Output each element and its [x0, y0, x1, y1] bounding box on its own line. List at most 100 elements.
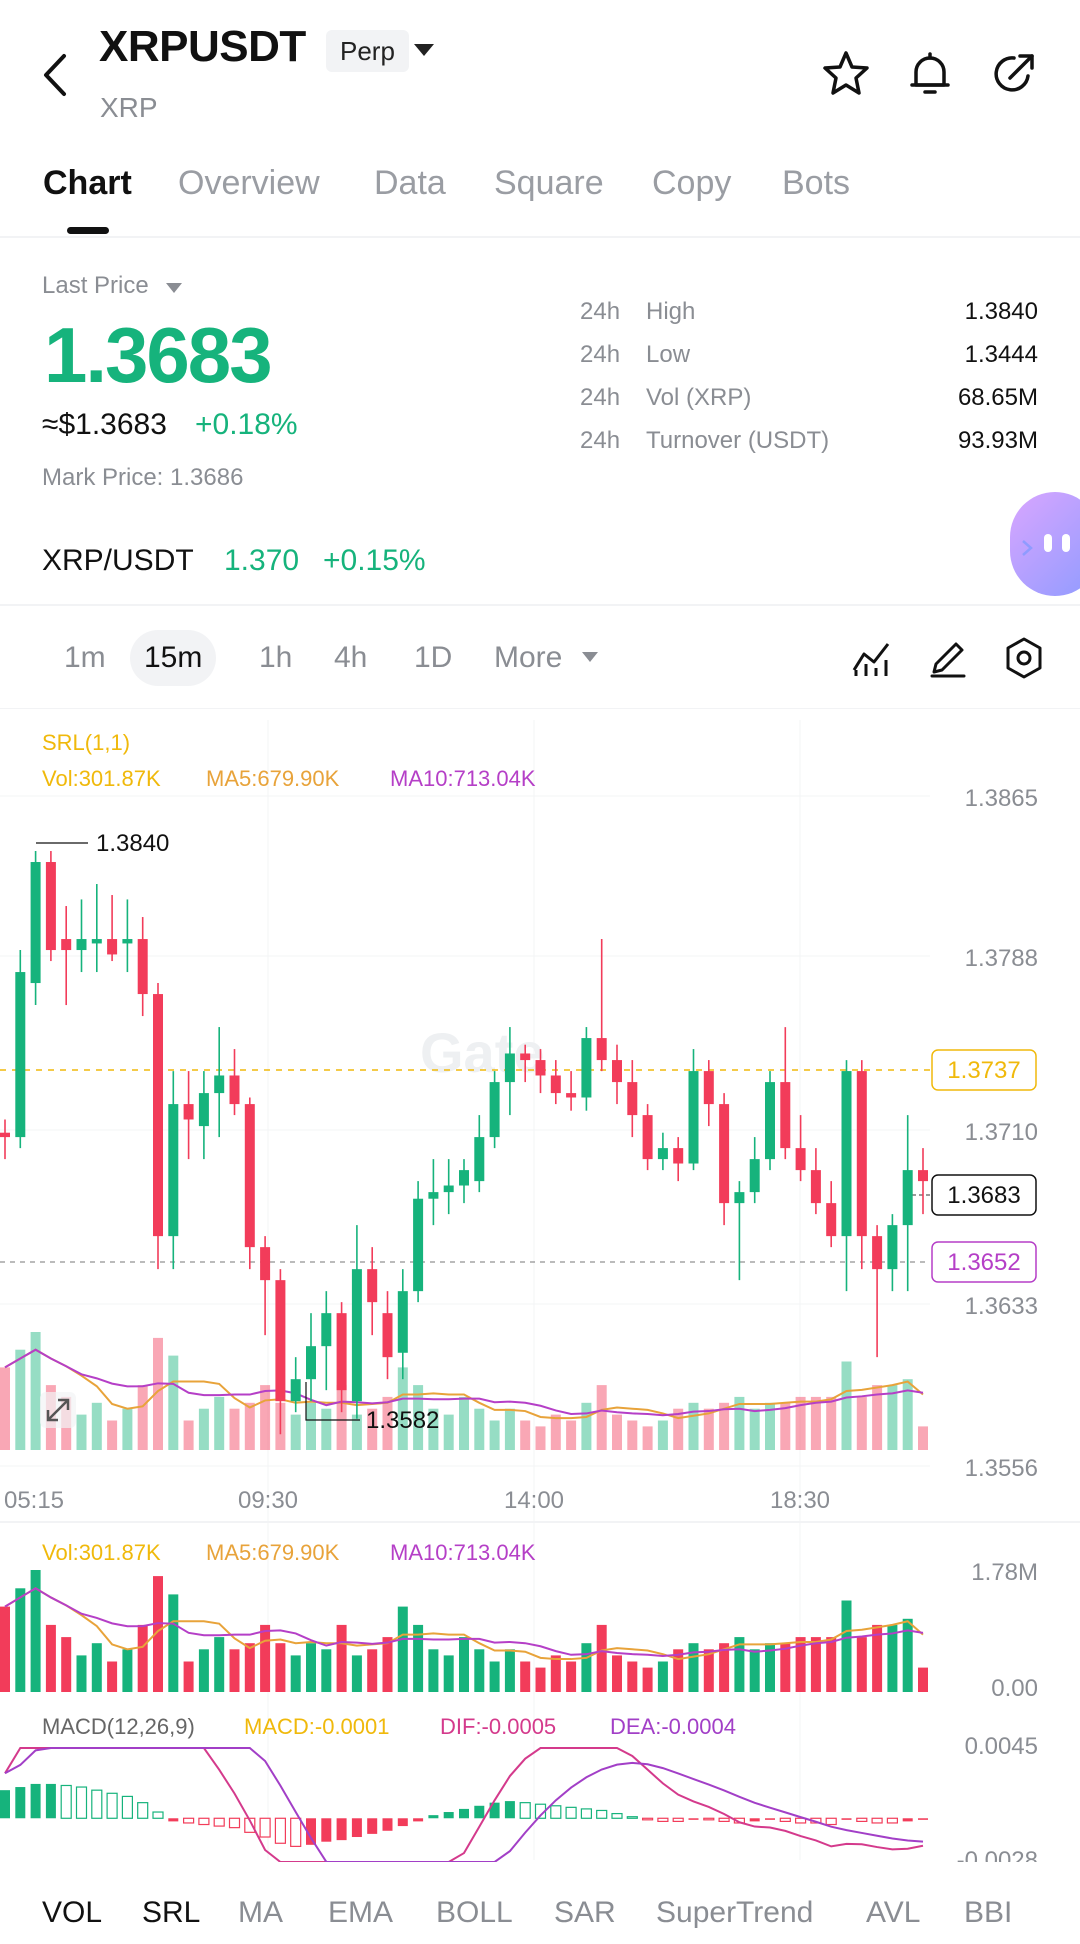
indicator-sar[interactable]: SAR: [554, 1896, 616, 1929]
timeframe-1m[interactable]: 1m: [64, 641, 106, 674]
candle-body: [45, 862, 56, 951]
volume-bar: [91, 1402, 102, 1450]
macd-bar: [565, 1806, 577, 1819]
volume-bar: [367, 1408, 378, 1450]
assistant-float-button[interactable]: [1010, 492, 1080, 596]
candle-body: [612, 1060, 622, 1083]
macd-lines: [4, 1747, 924, 1862]
volume-bar: [244, 1643, 255, 1692]
indicator-chart-icon[interactable]: [848, 634, 896, 682]
candle-body: [566, 1093, 577, 1098]
volume-bar: [168, 1355, 179, 1450]
symbol-title[interactable]: XRPUSDT: [99, 22, 306, 71]
macd-bar: [672, 1817, 684, 1822]
volume-bar: [413, 1385, 424, 1450]
macd-bar: [106, 1792, 118, 1819]
volume-bar: [214, 1396, 225, 1450]
candle-body: [841, 1071, 852, 1237]
candle-body: [275, 1280, 286, 1402]
back-icon[interactable]: [36, 50, 76, 100]
vol-pane-legend: Vol:301.87K: [42, 1540, 161, 1565]
candle-body: [198, 1093, 209, 1127]
timeframe-1h[interactable]: 1h: [259, 641, 293, 674]
volume-bar: [612, 1414, 622, 1450]
indicator-avl[interactable]: AVL: [866, 1896, 921, 1929]
tab-chart[interactable]: Chart: [43, 164, 132, 202]
candle-body: [642, 1115, 653, 1160]
volume-bar: [780, 1402, 791, 1450]
stat-value: 1.3444: [964, 341, 1038, 368]
chevron-down-icon[interactable]: [582, 652, 598, 662]
volume-bar: [76, 1655, 87, 1692]
expand-icon[interactable]: [40, 1392, 76, 1428]
volume-bar: [153, 1576, 163, 1692]
indicator-bbi[interactable]: BBI: [964, 1896, 1013, 1929]
volume-bar: [382, 1396, 393, 1450]
timeframe-more[interactable]: More: [494, 641, 563, 674]
macd-bar: [183, 1817, 195, 1824]
volume-bar: [122, 1408, 133, 1450]
macd-bar: [0, 1790, 10, 1819]
indicator-ema[interactable]: EMA: [328, 1896, 394, 1929]
volume-bar: [474, 1649, 485, 1692]
indicator-srl[interactable]: SRL: [142, 1896, 201, 1929]
candle-body: [397, 1291, 408, 1353]
y-tick: 1.3633: [965, 1293, 1038, 1320]
macd-value: MACD:-0.0001: [244, 1714, 390, 1739]
settings-icon[interactable]: [1000, 634, 1048, 682]
macd-bar: [336, 1818, 347, 1841]
timeframe-15m[interactable]: 15m: [130, 630, 217, 686]
stat-value: 1.3840: [964, 298, 1038, 325]
spot-pair-link[interactable]: XRP/USDT: [42, 544, 194, 577]
candle-body: [887, 1225, 898, 1270]
candlesticks: [0, 851, 928, 1435]
volume-bar: [520, 1420, 531, 1450]
stat-label: Vol (XRP): [646, 384, 752, 411]
volume-bar: [474, 1408, 485, 1450]
ma5-legend: MA5:679.90K: [206, 766, 340, 791]
volume-bar: [306, 1643, 316, 1692]
draw-pen-icon[interactable]: [924, 634, 972, 682]
indicator-ma[interactable]: MA: [238, 1896, 283, 1929]
indicator-supertrend[interactable]: SuperTrend: [656, 1896, 814, 1929]
candle-body: [321, 1313, 332, 1347]
contract-type-badge[interactable]: Perp: [326, 30, 409, 72]
price-chart[interactable]: Gate SRL(1,1) Vol:301.87K MA5:679.90K MA…: [0, 712, 1080, 1862]
chevron-right-icon: [1022, 540, 1033, 556]
tab-copy[interactable]: Copy: [652, 164, 732, 202]
timeframe-1d[interactable]: 1D: [414, 641, 453, 674]
macd-bar: [489, 1802, 500, 1819]
volume-bar: [765, 1402, 775, 1450]
low-label: 1.3582: [366, 1407, 439, 1434]
tab-overview[interactable]: Overview: [178, 164, 320, 202]
volume-bar: [688, 1402, 699, 1450]
tab-bots[interactable]: Bots: [782, 164, 851, 202]
x-tick: 18:30: [770, 1487, 830, 1514]
candle-body: [749, 1159, 760, 1193]
volume-bar: [489, 1661, 500, 1692]
candle-body: [703, 1071, 714, 1105]
star-icon[interactable]: [820, 48, 872, 100]
tab-square[interactable]: Square: [494, 164, 604, 202]
price-type-selector[interactable]: Last Price: [42, 272, 149, 299]
indicator-vol[interactable]: VOL: [42, 1896, 103, 1929]
bell-icon[interactable]: [904, 48, 956, 100]
volume-bar: [856, 1637, 867, 1692]
macd-bar: [60, 1784, 72, 1819]
stat-label: High: [646, 298, 696, 325]
chevron-down-icon[interactable]: [166, 283, 182, 293]
share-icon[interactable]: [988, 48, 1040, 100]
volume-bar: [887, 1624, 898, 1692]
chevron-down-icon[interactable]: [414, 44, 434, 56]
timeframe-4h[interactable]: 4h: [334, 641, 368, 674]
x-tick: 05:15: [4, 1487, 64, 1514]
candle-body: [872, 1236, 883, 1270]
dea-line: [4, 1747, 924, 1862]
tab-data[interactable]: Data: [374, 164, 446, 202]
indicator-boll[interactable]: BOLL: [436, 1896, 513, 1929]
price-change-pct: +0.18%: [195, 408, 298, 441]
volume-bar: [459, 1396, 469, 1450]
macd-bar: [459, 1808, 469, 1819]
macd-bar: [15, 1787, 26, 1819]
candle-body: [367, 1269, 378, 1303]
